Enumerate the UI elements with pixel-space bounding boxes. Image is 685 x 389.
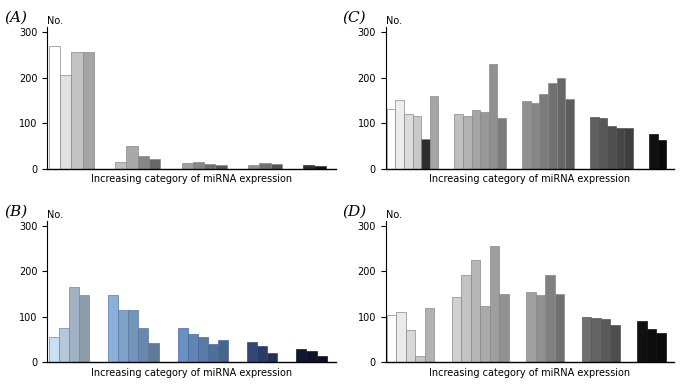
Bar [138, 328, 149, 362]
X-axis label: Increasing category of miRNA expression: Increasing category of miRNA expression [91, 174, 292, 184]
Bar [68, 287, 79, 362]
Bar [248, 165, 259, 168]
Bar [395, 100, 404, 168]
Bar [497, 119, 506, 168]
Bar [463, 116, 472, 168]
Bar [271, 164, 282, 168]
Bar [526, 292, 536, 362]
Bar [591, 318, 601, 362]
Bar [480, 307, 490, 362]
Bar [421, 139, 429, 168]
Bar [193, 162, 204, 168]
X-axis label: Increasing category of miRNA expression: Increasing category of miRNA expression [429, 368, 630, 378]
Text: (C): (C) [342, 11, 366, 25]
Bar [472, 110, 480, 168]
Bar [637, 321, 647, 362]
Bar [658, 140, 667, 168]
Bar [590, 117, 599, 168]
Bar [108, 295, 118, 362]
Bar [149, 159, 160, 168]
Bar [314, 166, 325, 168]
Text: (B): (B) [4, 204, 27, 218]
Text: No.: No. [47, 16, 64, 26]
X-axis label: Increasing category of miRNA expression: Increasing category of miRNA expression [91, 368, 292, 378]
Bar [656, 333, 666, 362]
Bar [601, 319, 610, 362]
Bar [297, 349, 306, 362]
Bar [461, 275, 471, 362]
Bar [59, 328, 68, 362]
Text: No.: No. [386, 210, 402, 220]
Text: No.: No. [386, 16, 402, 26]
Bar [429, 96, 438, 168]
Bar [71, 53, 83, 168]
Bar [83, 53, 94, 168]
Bar [454, 114, 463, 168]
Bar [306, 351, 316, 362]
Bar [490, 246, 499, 362]
Bar [303, 165, 314, 168]
Bar [557, 77, 565, 168]
Text: No.: No. [47, 210, 64, 220]
Bar [522, 101, 531, 168]
Bar [616, 128, 625, 168]
Bar [649, 134, 658, 168]
Bar [387, 109, 395, 168]
Bar [599, 119, 607, 168]
Bar [565, 99, 574, 168]
Bar [480, 112, 489, 168]
Bar [115, 162, 127, 168]
Bar [425, 308, 434, 362]
Bar [471, 260, 480, 362]
Bar [182, 163, 193, 168]
Bar [499, 294, 508, 362]
Bar [257, 347, 267, 362]
Bar [149, 343, 158, 362]
Bar [218, 340, 228, 362]
Bar [412, 116, 421, 168]
Bar [397, 312, 406, 362]
Bar [79, 295, 89, 362]
Bar [540, 95, 548, 168]
Bar [138, 156, 149, 168]
Bar [267, 353, 277, 362]
Bar [647, 329, 656, 362]
Bar [208, 344, 218, 362]
Text: (A): (A) [4, 11, 27, 25]
Bar [216, 165, 227, 168]
Bar [582, 317, 591, 362]
Bar [204, 164, 216, 168]
Text: (D): (D) [342, 204, 366, 218]
Bar [406, 331, 415, 362]
Bar [247, 342, 257, 362]
Bar [548, 83, 557, 168]
Bar [316, 356, 327, 362]
Bar [415, 356, 425, 362]
Bar [49, 337, 59, 362]
Bar [60, 75, 71, 168]
Bar [118, 310, 128, 362]
Bar [625, 128, 633, 168]
Bar [259, 163, 271, 168]
Bar [404, 114, 412, 168]
Bar [49, 46, 60, 168]
Bar [128, 310, 138, 362]
Bar [531, 103, 540, 168]
Bar [452, 297, 461, 362]
Bar [177, 328, 188, 362]
Bar [489, 64, 497, 168]
Bar [387, 315, 397, 362]
Bar [536, 295, 545, 362]
X-axis label: Increasing category of miRNA expression: Increasing category of miRNA expression [429, 174, 630, 184]
Bar [610, 324, 619, 362]
Bar [555, 294, 564, 362]
Bar [127, 146, 138, 168]
Bar [607, 126, 616, 168]
Bar [545, 275, 555, 362]
Bar [198, 337, 208, 362]
Bar [188, 334, 198, 362]
